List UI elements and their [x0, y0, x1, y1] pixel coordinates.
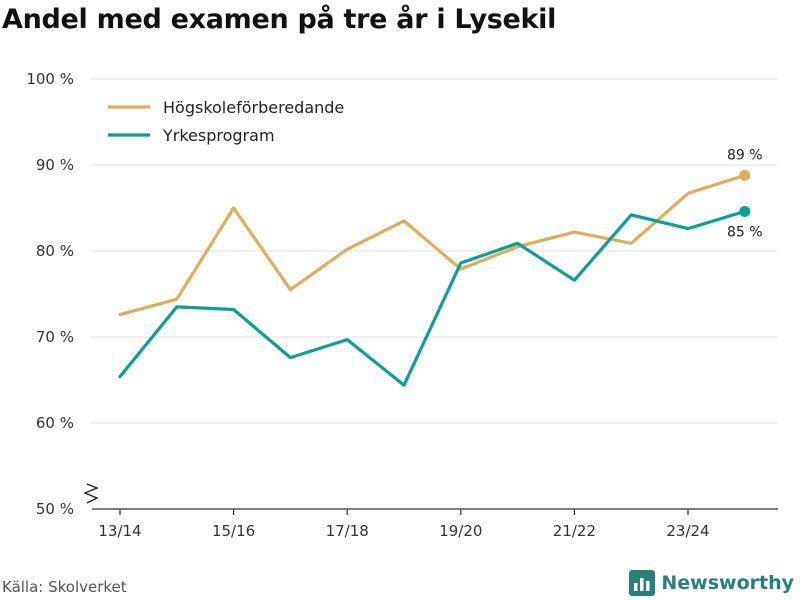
y-tick-label: 90 %: [36, 156, 74, 174]
y-tick-label: 60 %: [36, 414, 74, 432]
x-tick-label: 21/22: [553, 522, 596, 540]
x-tick-label: 13/14: [98, 522, 141, 540]
y-tick-label: 100 %: [26, 70, 74, 88]
series-end-label: 85 %: [727, 224, 763, 240]
series-end-marker: [739, 169, 751, 181]
chart-title: Andel med examen på tre år i Lysekil: [2, 4, 557, 35]
y-tick-label: 50 %: [36, 500, 74, 518]
x-tick-label: 15/16: [212, 522, 255, 540]
brand-name: Newsworthy: [661, 572, 794, 594]
grid-lines: [90, 78, 778, 424]
y-tick-label: 70 %: [36, 328, 74, 346]
legend-label: Yrkesprogram: [162, 126, 275, 145]
x-tick-label: 19/20: [439, 522, 482, 540]
series-line-0: [118, 173, 747, 317]
series-end-marker: [739, 205, 751, 217]
series-end-label: 89 %: [727, 147, 763, 163]
series-lines: 89 % 85 %: [118, 147, 763, 387]
series-line-1: [118, 209, 747, 387]
y-tick-label: 80 %: [36, 242, 74, 260]
brand-logo: Newsworthy: [629, 570, 794, 596]
legend: Högskoleförberedande Yrkesprogram: [108, 98, 344, 145]
source-note: Källa: Skolverket: [2, 578, 127, 596]
legend-label: Högskoleförberedande: [163, 98, 344, 117]
zigzag-break-icon: [83, 483, 99, 504]
x-tick-label: 17/18: [326, 522, 369, 540]
x-axis: 13/14 15/16 17/18 19/20 21/22 23/24: [83, 483, 778, 540]
x-tick-label: 23/24: [666, 522, 709, 540]
y-axis: 50 % 60 % 70 % 80 % 90 % 100 %: [26, 70, 74, 518]
bar-chart-logo-icon: [629, 570, 656, 596]
